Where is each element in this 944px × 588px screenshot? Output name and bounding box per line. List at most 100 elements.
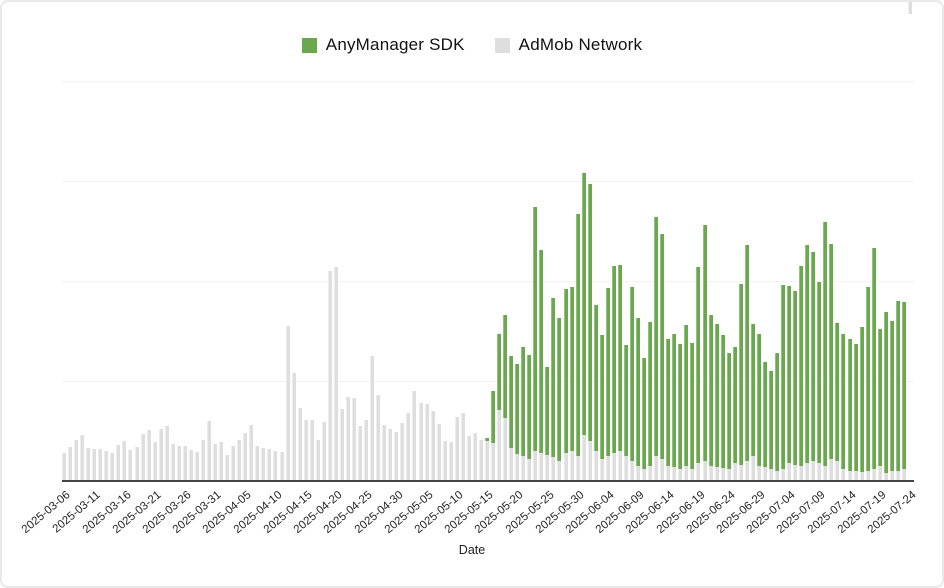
bar-segment-anymanager-sdk[interactable] [762, 362, 767, 467]
bar-column[interactable] [176, 446, 181, 481]
bar-segment-anymanager-sdk[interactable] [563, 289, 568, 453]
bar-segment-admob-network[interactable] [472, 433, 477, 481]
bar-segment-anymanager-sdk[interactable] [491, 391, 496, 443]
bar-column[interactable] [497, 334, 502, 481]
legend-item-anymanager-sdk[interactable]: AnyManager SDK [301, 35, 465, 55]
bar-column[interactable] [134, 447, 139, 481]
bar-segment-admob-network[interactable] [587, 441, 592, 481]
bar-segment-admob-network[interactable] [708, 466, 713, 481]
bar-segment-admob-network[interactable] [672, 467, 677, 481]
bar-column[interactable] [237, 440, 242, 481]
bar-segment-admob-network[interactable] [188, 450, 193, 481]
bar-column[interactable] [219, 442, 224, 481]
bar-segment-admob-network[interactable] [630, 461, 634, 481]
bar-segment-admob-network[interactable] [207, 421, 212, 481]
bar-column[interactable] [642, 358, 647, 481]
bar-column[interactable] [321, 422, 326, 481]
bar-column[interactable] [297, 408, 302, 481]
bar-segment-admob-network[interactable] [726, 469, 731, 481]
bar-segment-admob-network[interactable] [491, 443, 496, 481]
bar-segment-admob-network[interactable] [315, 440, 320, 481]
bar-segment-anymanager-sdk[interactable] [829, 244, 834, 459]
bar-segment-admob-network[interactable] [466, 436, 471, 481]
bar-column[interactable] [551, 298, 556, 481]
bar-segment-anymanager-sdk[interactable] [865, 287, 870, 471]
bar-column[interactable] [787, 286, 792, 481]
bar-column[interactable] [799, 266, 804, 481]
bar-segment-admob-network[interactable] [835, 461, 840, 481]
bar-segment-admob-network[interactable] [376, 395, 381, 481]
bar-column[interactable] [895, 301, 900, 481]
bar-segment-admob-network[interactable] [817, 463, 822, 481]
bar-segment-admob-network[interactable] [333, 267, 338, 481]
bar-segment-admob-network[interactable] [509, 448, 514, 481]
bar-segment-admob-network[interactable] [617, 451, 622, 481]
bar-column[interactable] [478, 440, 483, 481]
bar-segment-admob-network[interactable] [889, 471, 894, 481]
bar-segment-anymanager-sdk[interactable] [642, 358, 647, 469]
bar-segment-admob-network[interactable] [521, 456, 526, 481]
bar-segment-admob-network[interactable] [841, 469, 846, 481]
bar-segment-admob-network[interactable] [678, 469, 683, 481]
bar-segment-admob-network[interactable] [551, 457, 556, 481]
bar-column[interactable] [364, 420, 369, 481]
bar-column[interactable] [213, 444, 218, 481]
bar-segment-admob-network[interactable] [581, 435, 586, 481]
bar-column[interactable] [86, 448, 91, 481]
bar-column[interactable] [442, 441, 447, 481]
bar-column[interactable] [648, 322, 653, 481]
bar-column[interactable] [68, 447, 73, 481]
bar-column[interactable] [617, 265, 622, 481]
bar-column[interactable] [327, 271, 332, 481]
bar-column[interactable] [484, 438, 489, 481]
bar-segment-admob-network[interactable] [388, 429, 393, 481]
bar-segment-admob-network[interactable] [261, 448, 266, 481]
bar-segment-anymanager-sdk[interactable] [690, 343, 695, 469]
bar-segment-anymanager-sdk[interactable] [684, 325, 689, 466]
bar-column[interactable] [563, 289, 568, 481]
bar-column[interactable] [793, 291, 798, 481]
bar-segment-admob-network[interactable] [279, 452, 284, 481]
bar-column[interactable] [170, 444, 175, 481]
bar-column[interactable] [309, 420, 314, 481]
bar-segment-admob-network[interactable] [92, 449, 97, 481]
bar-segment-admob-network[interactable] [811, 461, 816, 481]
bar-segment-admob-network[interactable] [140, 434, 145, 481]
bar-segment-admob-network[interactable] [859, 472, 864, 481]
bar-column[interactable] [466, 436, 471, 481]
bar-segment-admob-network[interactable] [255, 446, 260, 481]
bar-segment-admob-network[interactable] [787, 463, 792, 481]
bar-segment-admob-network[interactable] [164, 426, 169, 481]
bar-column[interactable] [557, 318, 562, 481]
bar-segment-anymanager-sdk[interactable] [527, 355, 532, 459]
bar-segment-admob-network[interactable] [720, 468, 725, 481]
bar-column[interactable] [605, 288, 610, 481]
bar-segment-admob-network[interactable] [883, 473, 888, 481]
bar-column[interactable] [841, 334, 846, 481]
bar-segment-anymanager-sdk[interactable] [660, 234, 665, 459]
bar-column[interactable] [436, 424, 441, 481]
bar-column[interactable] [267, 449, 272, 481]
bar-segment-anymanager-sdk[interactable] [756, 334, 761, 466]
bar-column[interactable] [539, 250, 544, 481]
bar-column[interactable] [116, 445, 121, 481]
bar-segment-anymanager-sdk[interactable] [901, 302, 906, 469]
bar-segment-admob-network[interactable] [339, 409, 344, 481]
bar-column[interactable] [775, 353, 780, 481]
bar-segment-admob-network[interactable] [303, 420, 308, 481]
bar-column[interactable] [382, 425, 387, 481]
bar-segment-anymanager-sdk[interactable] [750, 324, 755, 456]
bar-segment-admob-network[interactable] [110, 453, 115, 481]
bar-segment-anymanager-sdk[interactable] [484, 438, 489, 441]
bar-segment-anymanager-sdk[interactable] [817, 282, 822, 463]
bar-column[interactable] [92, 449, 97, 481]
bar-segment-anymanager-sdk[interactable] [672, 334, 677, 467]
bar-segment-admob-network[interactable] [738, 465, 743, 481]
bar-column[interactable] [853, 344, 858, 481]
bar-segment-admob-network[interactable] [200, 440, 205, 481]
bar-segment-admob-network[interactable] [484, 441, 489, 481]
bar-segment-admob-network[interactable] [309, 420, 314, 481]
bar-segment-admob-network[interactable] [714, 467, 719, 481]
bar-segment-admob-network[interactable] [430, 411, 435, 481]
bar-segment-admob-network[interactable] [225, 455, 230, 481]
